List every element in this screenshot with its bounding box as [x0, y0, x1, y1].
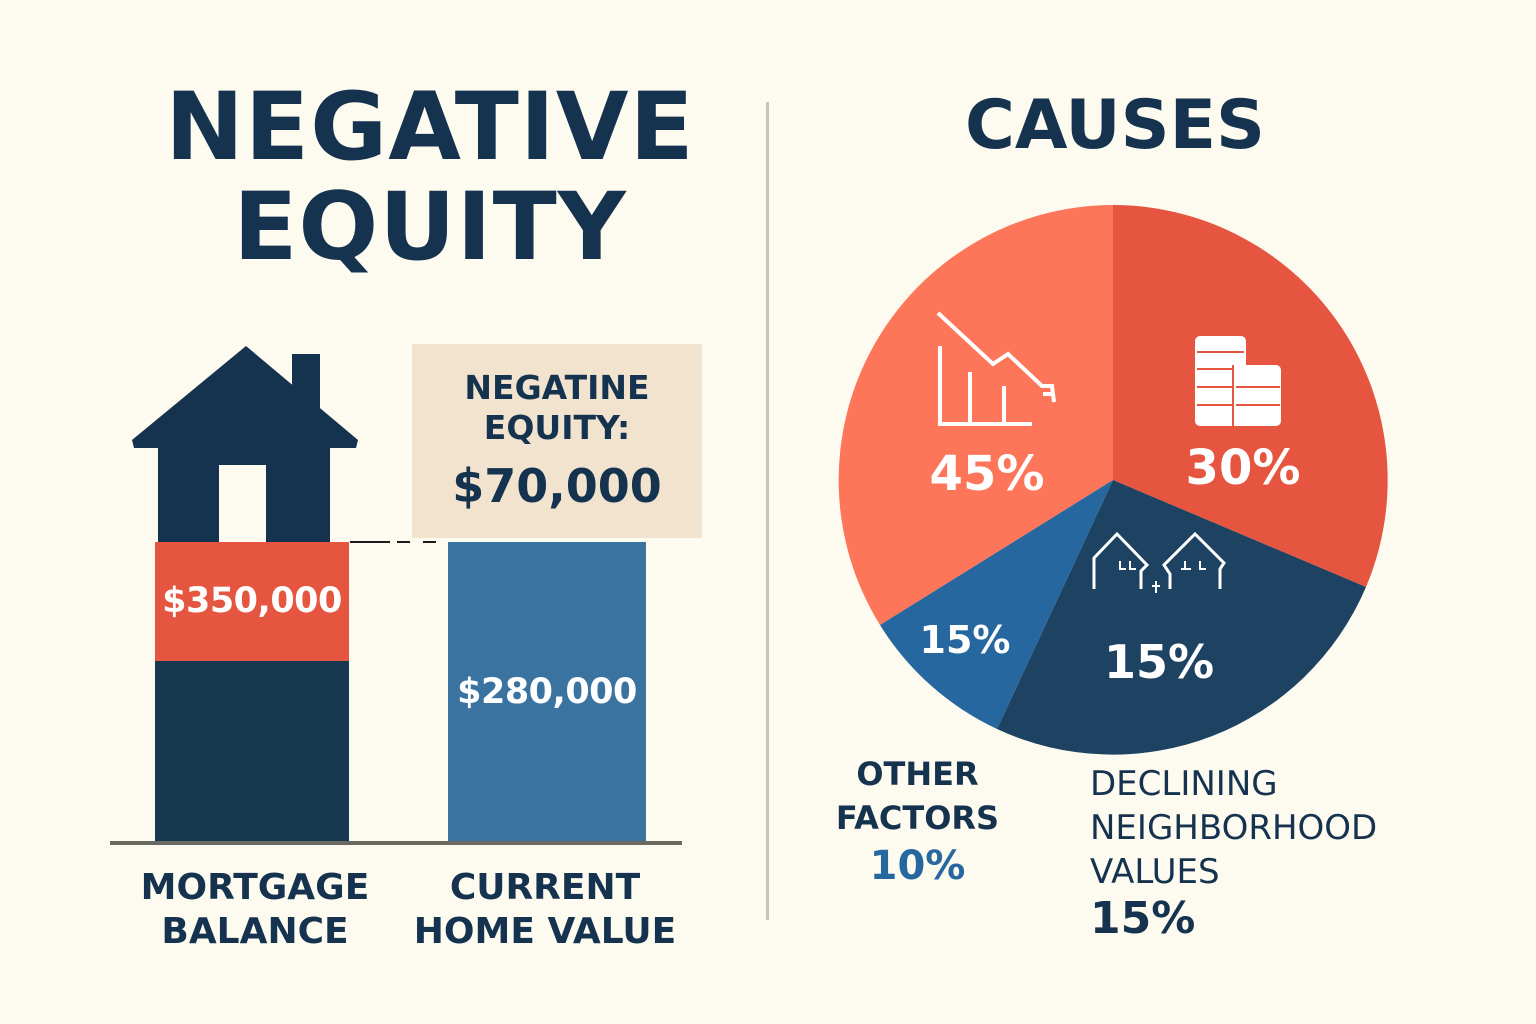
label-line: HOME VALUE — [413, 911, 677, 952]
declining-chart-icon — [936, 311, 1056, 426]
title-line-2: EQUITY — [233, 173, 627, 282]
chart-baseline — [110, 841, 682, 845]
stacked-coins-icon — [1195, 336, 1281, 426]
legend-pct: 10% — [869, 843, 966, 889]
slice-label-30: 30% — [1185, 440, 1301, 496]
category-label-mortgage: MORTGAGE BALANCE — [110, 866, 400, 954]
legend-line: VALUES — [1090, 852, 1220, 892]
legend-declining-values: DECLINING NEIGHBORHOOD VALUES 15% — [1090, 762, 1430, 944]
panel-divider — [766, 102, 769, 920]
legend-other-factors: OTHER FACTORS 10% — [830, 752, 1005, 892]
negative-equity-callout: NEGATINE EQUITY: $70,000 — [412, 344, 702, 538]
legend-line: NEIGHBORHOOD — [1090, 808, 1378, 848]
bar-mortgage-balance — [155, 660, 349, 842]
pie-slice-45 — [838, 205, 1113, 625]
bar-negative-portion: $350,000 — [155, 542, 349, 661]
callout-line-1: NEGATINE — [464, 368, 650, 407]
legend-line: DECLINING — [1090, 764, 1278, 804]
connector-dash — [397, 541, 410, 543]
connector-dash — [423, 541, 436, 543]
causes-title: CAUSES — [964, 86, 1266, 165]
houses-icon — [1092, 531, 1226, 593]
legend-pct: 15% — [1090, 893, 1196, 944]
house-icon — [132, 346, 358, 542]
callout-amount: $70,000 — [452, 459, 662, 513]
slice-label-45: 45% — [929, 446, 1045, 502]
slice-label-other: 15% — [919, 618, 1011, 662]
category-label-home-value: CURRENT HOME VALUE — [400, 866, 690, 954]
callout-line-2: EQUITY: — [483, 408, 631, 447]
title-line-1: NEGATIVE — [165, 73, 695, 182]
pie-slice-other — [880, 480, 1113, 729]
bar-value-label: $280,000 — [457, 672, 637, 712]
legend-line: FACTORS — [835, 799, 1000, 837]
slice-label-neighborhood: 15% — [1103, 635, 1215, 689]
causes-pie-chart — [838, 205, 1388, 755]
page-title: NEGATIVE EQUITY — [100, 78, 760, 278]
connector-dash — [350, 541, 390, 543]
pie-slice-neighborhood — [997, 480, 1366, 755]
bar-current-home-value: $280,000 — [448, 542, 646, 842]
label-line: CURRENT — [449, 867, 641, 908]
label-line: BALANCE — [161, 911, 349, 952]
bar-value-label: $350,000 — [162, 581, 342, 621]
legend-line: OTHER — [856, 755, 979, 793]
label-line: MORTGAGE — [140, 867, 370, 908]
